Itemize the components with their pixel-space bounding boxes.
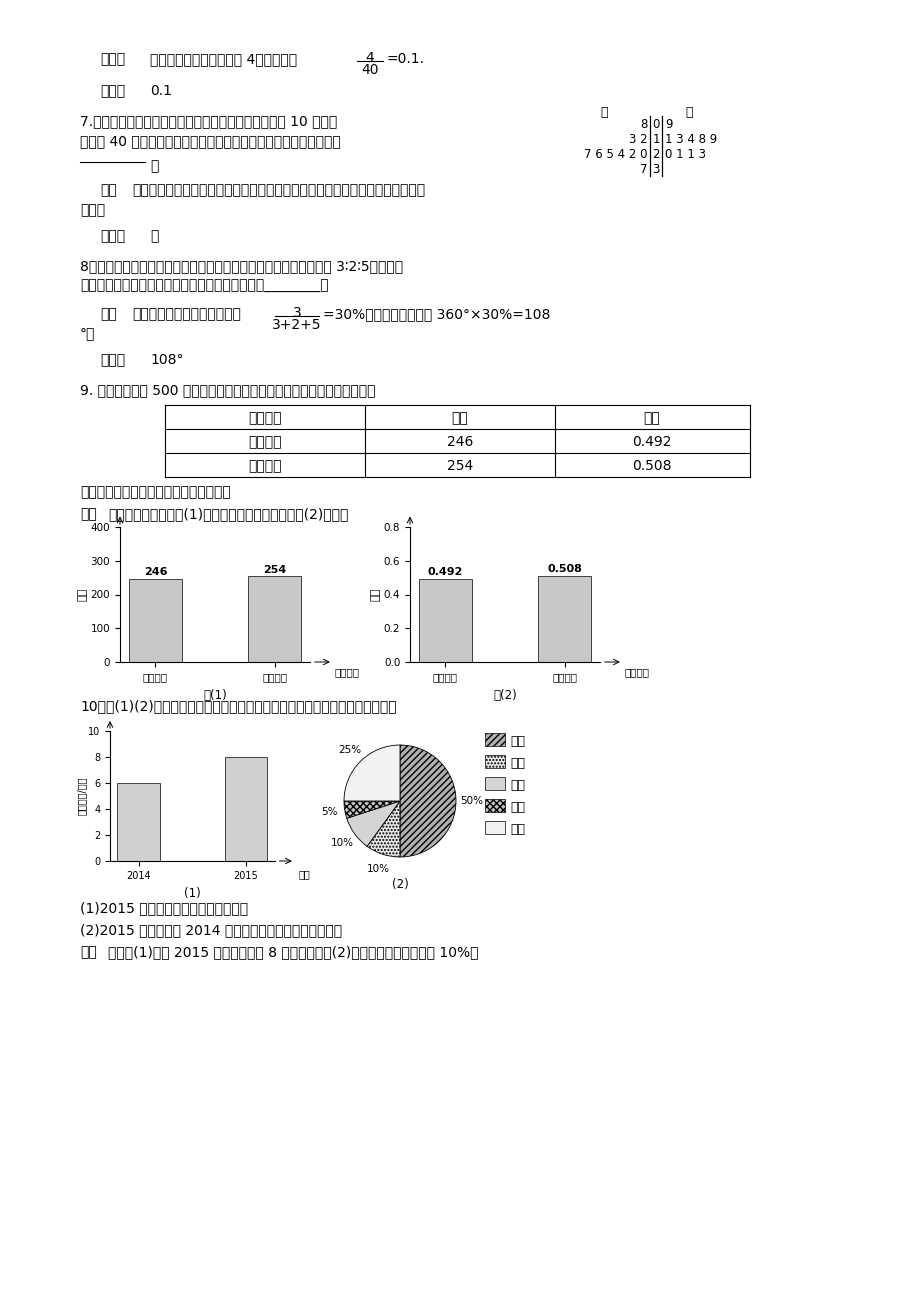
Text: 246: 246 (447, 435, 472, 449)
Text: 保险: 保险 (509, 823, 525, 836)
Text: 解析: 解析 (100, 307, 117, 322)
Text: 0.508: 0.508 (547, 564, 582, 574)
Text: 参加文娱小组人数占总人数的: 参加文娱小组人数占总人数的 (131, 307, 241, 322)
Text: 形统计图中表示参加文娱小组人数的扇形圆心角是________．: 形统计图中表示参加文娱小组人数的扇形圆心角是________． (80, 279, 328, 293)
Text: 答案：: 答案： (100, 85, 125, 98)
Text: 7 6 5 4 2 0: 7 6 5 4 2 0 (584, 148, 647, 161)
Wedge shape (344, 745, 400, 801)
Text: 254: 254 (263, 565, 286, 574)
Wedge shape (400, 745, 456, 857)
Text: 0.508: 0.508 (631, 460, 671, 473)
Text: 工资: 工资 (509, 736, 525, 749)
Text: 解：: 解： (80, 945, 96, 960)
Text: 甲: 甲 (150, 229, 158, 243)
Text: 10%: 10% (330, 838, 353, 848)
Text: 10%: 10% (366, 865, 389, 874)
Bar (484, 755, 505, 768)
Bar (484, 822, 505, 835)
Bar (484, 733, 505, 746)
Text: 0.492: 0.492 (427, 566, 462, 577)
Text: 由题图(1)可知 2015 年的总支出为 8 万元，由题图(2)可知管理费占总支出的 10%，: 由题图(1)可知 2015 年的总支出为 8 万元，由题图(2)可知管理费占总支… (108, 945, 478, 960)
Text: 频率: 频率 (643, 411, 660, 424)
Text: 年份: 年份 (298, 868, 310, 879)
Text: 乙: 乙 (685, 105, 692, 118)
Wedge shape (367, 801, 400, 857)
Text: 5%: 5% (321, 807, 337, 818)
Text: 较高．: 较高． (80, 203, 105, 217)
Text: 4: 4 (365, 51, 374, 65)
Text: ．: ． (150, 159, 158, 173)
Text: 8: 8 (640, 118, 647, 132)
Text: 0.1: 0.1 (150, 85, 172, 98)
Text: 7: 7 (640, 163, 647, 176)
Text: 频数: 频数 (451, 411, 468, 424)
Text: 108°: 108° (150, 353, 183, 367)
Text: 254: 254 (447, 460, 472, 473)
Text: 3+2+5: 3+2+5 (272, 318, 322, 332)
Text: =30%，则扇形圆心角是 360°×30%=108: =30%，则扇形圆心角是 360°×30%=108 (323, 307, 550, 322)
Text: 7.某篮球学校的甲、乙两名运动员练习投篮，每人练习 10 组，每: 7.某篮球学校的甲、乙两名运动员练习投篮，每人练习 10 组，每 (80, 115, 337, 128)
Text: (2): (2) (391, 879, 408, 892)
Text: 频数条形统计图如图(1)所示，频率条形统计图如图(2)所示．: 频数条形统计图如图(1)所示，频率条形统计图如图(2)所示． (108, 506, 348, 521)
Text: 由茎叶图可知，甲得分集中在二十几分，乙得分集中在十几分，故甲投篮命中率: 由茎叶图可知，甲得分集中在二十几分，乙得分集中在十几分，故甲投篮命中率 (131, 184, 425, 197)
Text: 0.492: 0.492 (631, 435, 671, 449)
Text: 试验结果: 试验结果 (335, 668, 359, 677)
Text: 答案：: 答案： (100, 229, 125, 243)
Text: 图(2): 图(2) (493, 689, 516, 702)
Text: (1): (1) (184, 887, 200, 900)
Text: 原料: 原料 (509, 779, 525, 792)
Text: 正面向上: 正面向上 (248, 435, 281, 449)
Text: 0 1 1 3: 0 1 1 3 (664, 148, 705, 161)
Bar (484, 799, 505, 812)
Text: 税收: 税收 (509, 801, 525, 814)
Text: 甲: 甲 (599, 105, 607, 118)
Bar (118, 783, 160, 861)
Text: 答案：: 答案： (100, 353, 125, 367)
Y-axis label: 频率: 频率 (370, 589, 380, 602)
Text: 50%: 50% (460, 796, 482, 806)
Bar (418, 579, 471, 661)
Y-axis label: 总支出额/万元: 总支出额/万元 (76, 777, 86, 815)
Wedge shape (344, 801, 400, 818)
Text: °．: °． (80, 327, 96, 341)
Text: 2: 2 (652, 148, 659, 161)
Text: =0.1.: =0.1. (387, 52, 425, 66)
Text: 8．某班学生在课外活动中参加文娱、美术、体育小组的人数之比为 3∶2∶5，则在扇: 8．某班学生在课外活动中参加文娱、美术、体育小组的人数之比为 3∶2∶5，则在扇 (80, 259, 403, 273)
Text: 10．图(1)(2)是某单位的各项支出情况，根据图中提供的信息，回答下列问题：: 10．图(1)(2)是某单位的各项支出情况，根据图中提供的信息，回答下列问题： (80, 699, 396, 713)
Wedge shape (346, 801, 400, 846)
Text: 9. 抛掷一枚硬币 500 次，获得正面向上和反面向上的频数和频率如下表：: 9. 抛掷一枚硬币 500 次，获得正面向上和反面向上的频数和频率如下表： (80, 383, 375, 397)
Bar (484, 777, 505, 790)
Text: 解析：: 解析： (100, 52, 125, 66)
Y-axis label: 频数: 频数 (78, 589, 88, 602)
Text: 试验结果: 试验结果 (248, 411, 281, 424)
Text: (1)2015 年管理费支出的金额是多少？: (1)2015 年管理费支出的金额是多少？ (80, 901, 248, 915)
Text: 3 2: 3 2 (629, 133, 647, 146)
Text: 参加羽毛球活动的人数是 4，则频率是: 参加羽毛球活动的人数是 4，则频率是 (150, 52, 297, 66)
Text: 图(1): 图(1) (203, 689, 227, 702)
Text: 解：: 解： (80, 506, 96, 521)
Text: 40: 40 (361, 62, 379, 77)
Text: 画出频数条形统计图和频率条形统计图．: 画出频数条形统计图和频率条形统计图． (80, 486, 231, 499)
Text: 1 3 4 8 9: 1 3 4 8 9 (664, 133, 717, 146)
Text: 组发球 40 个．命中个数的茎叶图如图所示，则投篮命中率较高的是: 组发球 40 个．命中个数的茎叶图如图所示，则投篮命中率较高的是 (80, 134, 340, 148)
Bar (538, 577, 591, 661)
Text: 1: 1 (652, 133, 659, 146)
Text: 9: 9 (664, 118, 672, 132)
Text: 解析: 解析 (100, 184, 117, 197)
Text: 246: 246 (143, 568, 167, 577)
Bar (247, 577, 301, 661)
Text: 3: 3 (292, 306, 301, 320)
Text: 反面向上: 反面向上 (248, 460, 281, 473)
Text: 25%: 25% (337, 745, 360, 755)
Bar (224, 756, 267, 861)
Text: 管理: 管理 (509, 756, 525, 769)
Text: 3: 3 (652, 163, 659, 176)
Text: 0: 0 (652, 118, 659, 132)
Text: 试验结果: 试验结果 (624, 668, 649, 677)
Bar (129, 579, 182, 661)
Text: (2)2015 年总支出比 2014 年增加多少？增加了百分之几？: (2)2015 年总支出比 2014 年增加多少？增加了百分之几？ (80, 923, 342, 937)
